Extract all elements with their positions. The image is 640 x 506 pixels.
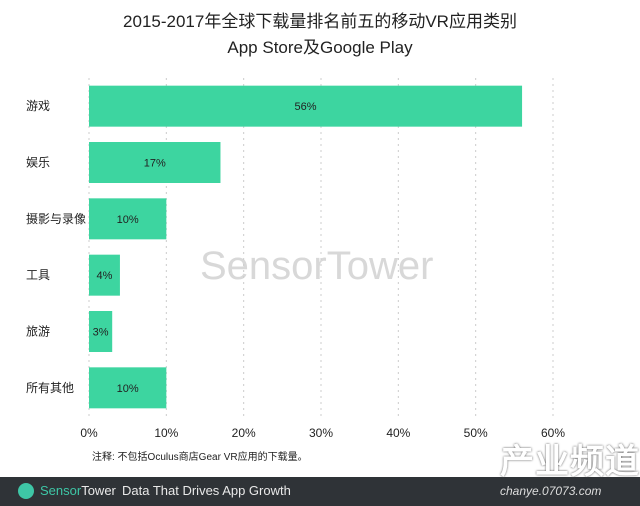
bar [89, 311, 113, 352]
sensortower-logo-icon [18, 483, 34, 499]
x-tick-label: 0% [80, 426, 98, 440]
bar [89, 254, 120, 296]
x-tick-label: 60% [541, 426, 565, 440]
category-label: 摄影与录像 [26, 211, 86, 226]
bar [89, 85, 523, 127]
data-label: 17% [144, 158, 166, 170]
data-label: 10% [117, 214, 139, 226]
category-label: 旅游 [26, 325, 50, 339]
category-label: 工具 [26, 268, 50, 282]
site-watermark-url: chanye.07073.com [500, 484, 602, 498]
bar-chart: 0% 10% 20% 30% 40% 50% 60% 游戏 56% 娱乐 17% 摄影与录像 10% 工具… [26, 78, 565, 440]
data-label: 4% [97, 270, 113, 282]
bar [89, 198, 167, 240]
data-label: 3% [93, 327, 109, 339]
category-label: 所有其他 [26, 381, 74, 395]
site-watermark-title: 产业频道 [500, 443, 640, 481]
bar [89, 142, 221, 183]
category-label: 娱乐 [26, 156, 50, 170]
footer-bar: SensorTower Data That Drives App Growth [0, 477, 640, 506]
sensortower-watermark: SensorTower [200, 244, 434, 288]
footer-tagline: Data That Drives App Growth [122, 483, 291, 498]
data-label: 56% [295, 101, 317, 113]
x-tick-label: 20% [232, 426, 256, 440]
chart-title: 2015-2017年全球下载量排名前五的移动VR应用类别 [123, 12, 517, 31]
chart-subtitle: App Store及Google Play [227, 38, 413, 57]
data-label: 10% [117, 383, 139, 395]
x-tick-label: 50% [464, 426, 488, 440]
chart-note: 注释: 不包括Oculus商店Gear VR应用的下载量。 [92, 452, 308, 463]
category-label: 游戏 [26, 99, 50, 113]
x-tick-label: 10% [154, 426, 178, 440]
x-tick-label: 40% [386, 426, 410, 440]
bar [89, 367, 167, 409]
x-tick-label: 30% [309, 426, 333, 440]
footer-brand: SensorTower [40, 483, 116, 498]
